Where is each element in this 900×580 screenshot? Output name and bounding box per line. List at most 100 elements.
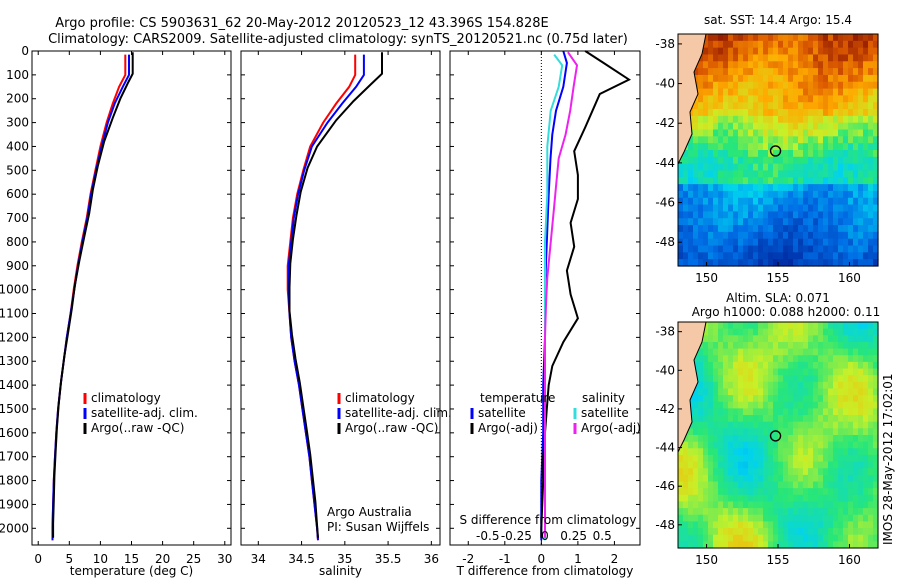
map-cell <box>718 143 724 151</box>
map-cell <box>728 341 734 350</box>
map-cell <box>838 355 844 363</box>
map-cell <box>678 488 684 496</box>
map-cell <box>803 335 809 343</box>
map-cell <box>743 129 749 137</box>
map-cell <box>808 528 814 536</box>
map-cell <box>808 381 814 390</box>
map-cell <box>793 541 799 549</box>
map-cell <box>803 184 809 192</box>
map-cell <box>758 508 764 516</box>
map-cell <box>758 461 764 469</box>
map-cell <box>728 494 734 503</box>
map-cell <box>788 74 794 83</box>
map-cell <box>818 61 824 69</box>
map-cell <box>873 361 879 370</box>
map-cell <box>783 355 789 363</box>
map-cell <box>798 122 804 131</box>
map-cell <box>848 136 854 144</box>
map-cell <box>738 190 744 199</box>
map-cell <box>838 68 844 76</box>
map-cell <box>718 88 724 97</box>
map-cell <box>773 534 779 542</box>
map-cell <box>778 501 784 509</box>
map-cell <box>758 225 764 233</box>
map-cell <box>823 68 829 76</box>
map-cell <box>803 508 809 516</box>
map-cell <box>828 541 834 549</box>
map-cell <box>708 190 714 199</box>
map-cell <box>813 197 819 206</box>
map-cell <box>843 381 849 390</box>
map-cell <box>678 231 684 240</box>
map-cell <box>763 488 769 496</box>
map-cell <box>828 231 834 240</box>
map-cell <box>748 448 754 456</box>
map-cell <box>693 461 699 469</box>
map-cell <box>718 441 724 449</box>
map-cell <box>753 348 759 356</box>
map-cell <box>833 348 839 356</box>
map-cell <box>748 375 754 383</box>
map-cell <box>783 328 789 336</box>
map-cell <box>808 163 814 172</box>
map-cell <box>688 521 694 529</box>
map-cell <box>818 238 824 247</box>
map-cell <box>848 448 854 456</box>
map-cell <box>838 40 844 49</box>
map-cell <box>788 421 794 429</box>
map-cell <box>783 381 789 390</box>
map-cell <box>713 395 719 403</box>
map-cell <box>808 388 814 396</box>
map-cell <box>713 211 719 219</box>
map-cell <box>798 245 804 253</box>
map-cell <box>873 122 879 131</box>
map-cell <box>833 88 839 97</box>
map-cell <box>838 102 844 110</box>
map-cell <box>753 408 759 416</box>
map-cell <box>838 421 844 429</box>
map-cell <box>803 375 809 383</box>
map-cell <box>788 170 794 178</box>
map-cell <box>743 428 749 436</box>
map-cell <box>793 408 799 416</box>
map-cell <box>743 259 749 267</box>
map-cell <box>853 143 859 151</box>
map-cell <box>848 348 854 356</box>
map-cell <box>773 74 779 83</box>
map-cell <box>763 109 769 117</box>
map-cell <box>833 401 839 410</box>
map-cell <box>753 245 759 253</box>
map-cell <box>703 415 709 423</box>
map-cell <box>828 481 834 489</box>
map-field <box>678 322 879 549</box>
map-cell <box>813 528 819 536</box>
map-cell <box>823 388 829 396</box>
map-cell <box>788 521 794 529</box>
map-cell <box>753 109 759 117</box>
map-cell <box>688 474 694 483</box>
map-cell <box>873 441 879 449</box>
map-cell <box>708 238 714 247</box>
map-cell <box>683 211 689 219</box>
map-cell <box>703 231 709 240</box>
map-cell <box>758 435 764 443</box>
map-cell <box>738 474 744 483</box>
map-cell <box>748 109 754 117</box>
map-cell <box>723 197 729 206</box>
map-cell <box>768 355 774 363</box>
map-cell <box>748 150 754 158</box>
map-cell <box>848 231 854 240</box>
map-cell <box>838 448 844 456</box>
plot-frame <box>31 50 232 546</box>
map-cell <box>698 184 704 192</box>
map-cell <box>873 238 879 247</box>
map-cell <box>768 508 774 516</box>
map-cell <box>863 211 869 219</box>
map-cell <box>743 81 749 90</box>
map-cell <box>733 54 739 62</box>
map-cell <box>823 541 829 549</box>
map-cell <box>728 143 734 151</box>
map-cell <box>833 95 839 103</box>
map-cell <box>768 109 774 117</box>
map-cell <box>683 454 689 463</box>
